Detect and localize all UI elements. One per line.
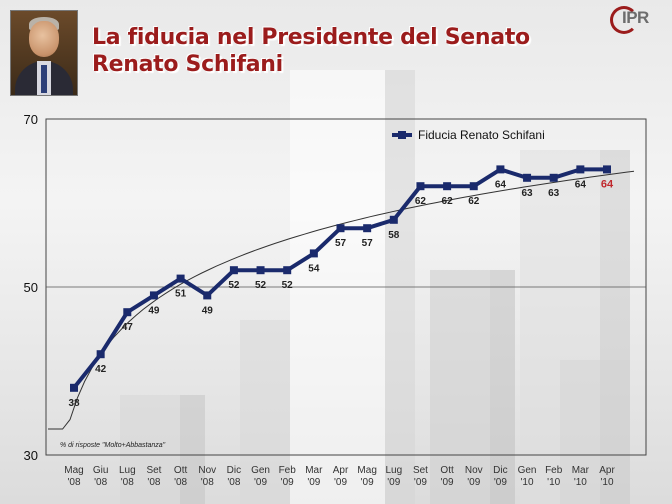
- data-label: 58: [388, 230, 400, 241]
- x-tick-label: Feb '09: [279, 465, 297, 488]
- legend-entry-fiducia: Fiducia Renato Schifani: [418, 128, 545, 142]
- data-point-marker: [229, 266, 238, 275]
- data-label: 64: [495, 179, 507, 190]
- data-point-marker: [549, 173, 558, 182]
- data-point-marker: [309, 249, 318, 258]
- x-tick-label: Lug '09: [385, 465, 402, 488]
- data-label: 64: [575, 179, 587, 190]
- x-tick-label: Feb '10: [545, 465, 563, 488]
- data-label: 64: [601, 178, 614, 190]
- data-label: 63: [521, 188, 533, 199]
- x-tick-label: Ott '09: [440, 465, 454, 488]
- data-point-marker: [469, 182, 478, 191]
- x-tick-label: Mar '09: [305, 465, 323, 488]
- x-tick-label: Giu '08: [93, 465, 109, 488]
- data-label: 57: [335, 238, 347, 249]
- ipr-logo-icon: IPR: [610, 4, 670, 34]
- data-label: 54: [308, 263, 320, 274]
- x-tick-label: Nov '09: [465, 465, 483, 488]
- senator-portrait-photo: [10, 10, 78, 96]
- data-point-marker: [523, 173, 532, 182]
- x-tick-label: Gen '10: [518, 465, 537, 488]
- page-title-line1: La fiducia nel Presidente del Senato: [92, 25, 530, 50]
- x-tick-label: Gen '09: [251, 465, 270, 488]
- data-point-marker: [576, 165, 585, 174]
- x-tick-label: Set '09: [413, 465, 428, 488]
- data-label: 38: [68, 398, 80, 409]
- data-point-marker: [176, 274, 185, 283]
- data-point-marker: [283, 266, 292, 275]
- legend-marker: [398, 131, 406, 139]
- data-label: 51: [175, 289, 187, 300]
- logo-text: IPR: [622, 8, 649, 27]
- data-point-marker: [96, 350, 105, 359]
- data-label: 52: [282, 280, 294, 291]
- chart-note: % di risposte "Molto+Abbastanza": [60, 442, 166, 449]
- data-label: 62: [468, 196, 480, 207]
- x-tick-label: Lug '08: [119, 465, 136, 488]
- data-label: 42: [95, 364, 107, 375]
- data-label: 49: [202, 305, 214, 316]
- data-point-marker: [123, 308, 132, 317]
- data-label: 63: [548, 188, 560, 199]
- data-point-marker: [416, 182, 425, 191]
- x-tick-label: Set '08: [146, 465, 161, 488]
- x-tick-label: Ott '08: [174, 465, 188, 488]
- data-point-marker: [256, 266, 265, 275]
- y-tick-label: 30: [24, 448, 38, 463]
- data-point-marker: [149, 291, 158, 300]
- series-line-fiducia: [72, 167, 607, 390]
- x-tick-label: Mag '08: [64, 465, 83, 488]
- x-tick-label: Apr '10: [599, 465, 615, 488]
- data-point-marker: [603, 165, 611, 174]
- x-tick-label: Dic '08: [227, 465, 241, 488]
- data-label: 47: [122, 322, 134, 333]
- page-title-line2: Renato Schifani: [92, 52, 283, 77]
- y-tick-label: 50: [24, 280, 38, 295]
- trendline: [48, 170, 635, 430]
- data-label: 52: [255, 280, 267, 291]
- data-label: 49: [148, 305, 160, 316]
- data-point-marker: [443, 182, 452, 191]
- x-tick-label: Mar '10: [572, 465, 590, 488]
- x-tick-label: Apr '09: [333, 465, 349, 488]
- data-label: 62: [415, 196, 427, 207]
- data-point-marker: [363, 224, 372, 233]
- data-label: 52: [228, 280, 240, 291]
- page-title: La fiducia nel Presidente del Senato Ren…: [92, 24, 530, 78]
- x-tick-label: Mag '09: [357, 465, 376, 488]
- data-point-marker: [389, 215, 398, 224]
- data-point-marker: [70, 383, 78, 392]
- x-tick-label: Nov '08: [198, 465, 216, 488]
- x-tick-label: Dic '09: [493, 465, 507, 488]
- data-label: 57: [362, 238, 374, 249]
- data-point-marker: [203, 291, 212, 300]
- data-point-marker: [336, 224, 345, 233]
- y-tick-label: 70: [24, 112, 38, 127]
- data-label: 62: [442, 196, 454, 207]
- data-point-marker: [496, 165, 505, 174]
